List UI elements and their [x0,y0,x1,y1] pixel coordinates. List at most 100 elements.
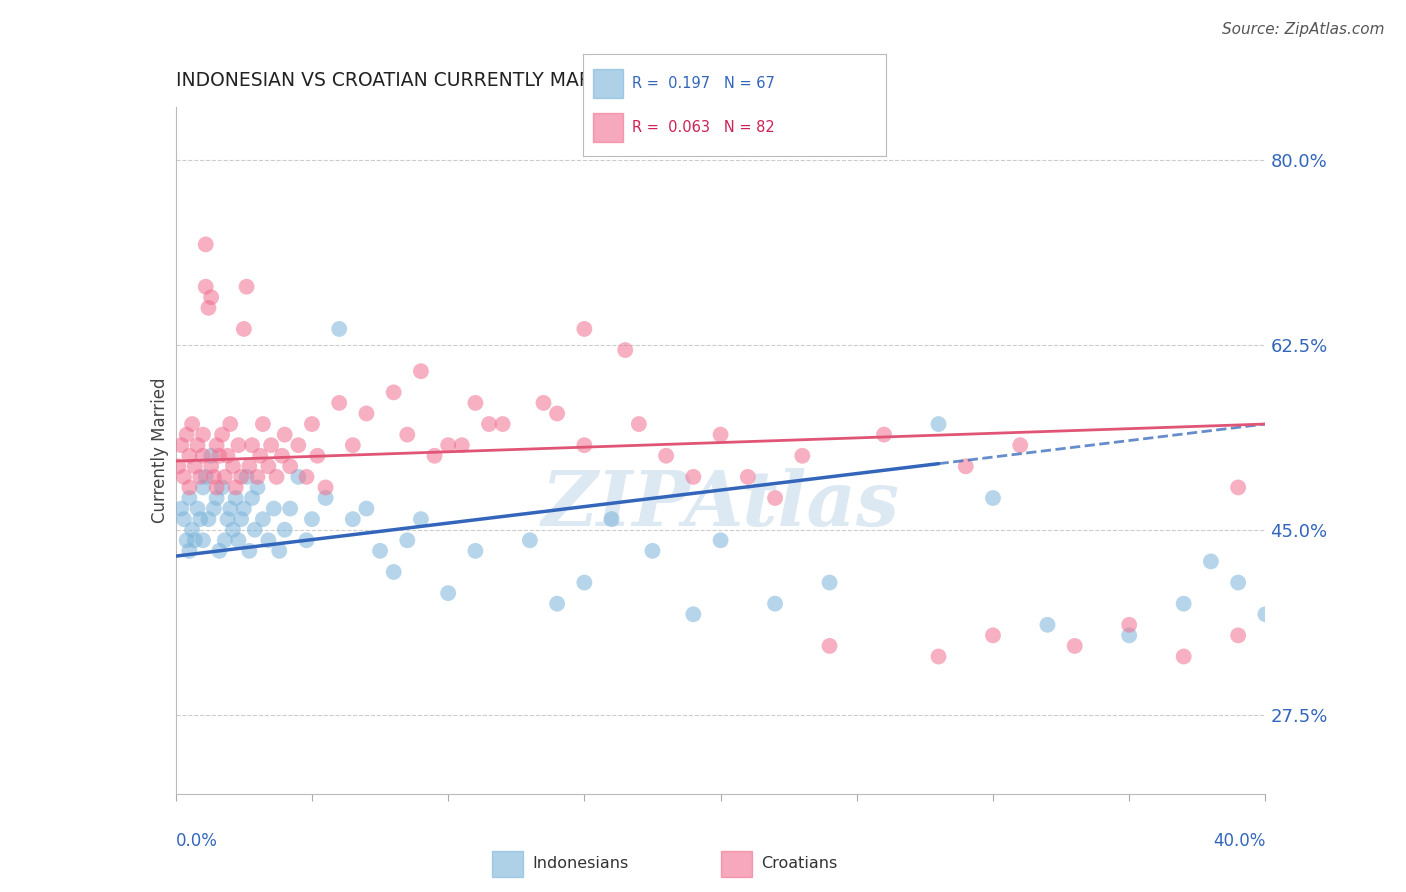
Point [315,491,337,505]
Point [231,470,253,484]
Point [179,544,201,558]
Point [269,544,291,558]
Point [763,597,786,611]
Point [396,427,419,442]
Point [301,417,323,431]
Point [167,459,190,474]
Point [222,523,245,537]
Point [274,427,297,442]
Point [278,459,301,474]
Point [737,470,759,484]
Point [197,301,219,315]
Point [1118,617,1140,632]
Point [246,470,269,484]
Point [409,512,432,526]
Point [208,449,231,463]
Point [211,427,233,442]
Point [211,480,233,494]
Point [191,449,214,463]
Point [217,512,239,526]
Point [188,512,211,526]
Point [382,565,405,579]
Point [955,459,977,474]
Point [368,544,391,558]
Point [356,407,378,421]
Point [981,628,1004,642]
Point [194,279,217,293]
Y-axis label: Currently Married: Currently Married [150,377,169,524]
Point [1036,617,1059,632]
Point [710,427,733,442]
Point [188,470,211,484]
Point [423,449,446,463]
Point [818,639,841,653]
Point [295,533,318,548]
Point [307,449,329,463]
Point [614,343,637,357]
Point [981,491,1004,505]
Point [243,523,266,537]
Point [238,459,260,474]
Point [205,438,228,452]
Point [382,385,405,400]
Point [170,438,193,452]
Point [222,459,245,474]
Point [252,512,274,526]
Point [200,459,222,474]
Point [278,501,301,516]
Point [710,533,733,548]
Point [315,480,337,494]
Point [342,512,364,526]
Point [1199,554,1222,568]
Text: 0.0%: 0.0% [176,831,218,850]
Point [546,597,568,611]
Point [202,501,225,516]
Text: Indonesians: Indonesians [531,855,628,871]
Point [219,417,242,431]
Point [1010,438,1032,452]
Point [627,417,650,431]
Bar [592,69,623,97]
Point [266,470,288,484]
Point [197,512,219,526]
Point [214,533,236,548]
Point [1173,597,1195,611]
Point [574,322,596,336]
Point [225,491,247,505]
Point [257,533,280,548]
Point [181,523,204,537]
Point [228,533,250,548]
Point [437,586,460,600]
Point [176,427,198,442]
Point [205,491,228,505]
Text: Croatians: Croatians [762,855,838,871]
Point [240,491,263,505]
Point [492,417,515,431]
Point [533,396,555,410]
Point [641,544,664,558]
Point [263,501,285,516]
Point [574,575,596,590]
Point [232,501,254,516]
Text: R =  0.197   N = 67: R = 0.197 N = 67 [631,76,775,91]
Point [184,459,207,474]
Point [287,438,309,452]
Point [928,649,950,664]
Point [600,512,623,526]
Point [1063,639,1085,653]
Point [301,512,323,526]
Point [186,501,209,516]
Point [249,449,271,463]
Point [396,533,419,548]
Point [271,449,294,463]
Point [231,512,253,526]
Point [682,470,704,484]
Point [176,533,198,548]
Point [792,449,814,463]
Point [200,449,222,463]
Point [437,438,460,452]
Point [464,396,486,410]
Point [219,501,242,516]
Text: INDONESIAN VS CROATIAN CURRENTLY MARRIED CORRELATION CHART: INDONESIAN VS CROATIAN CURRENTLY MARRIED… [176,71,846,90]
Text: 40.0%: 40.0% [1213,831,1265,850]
